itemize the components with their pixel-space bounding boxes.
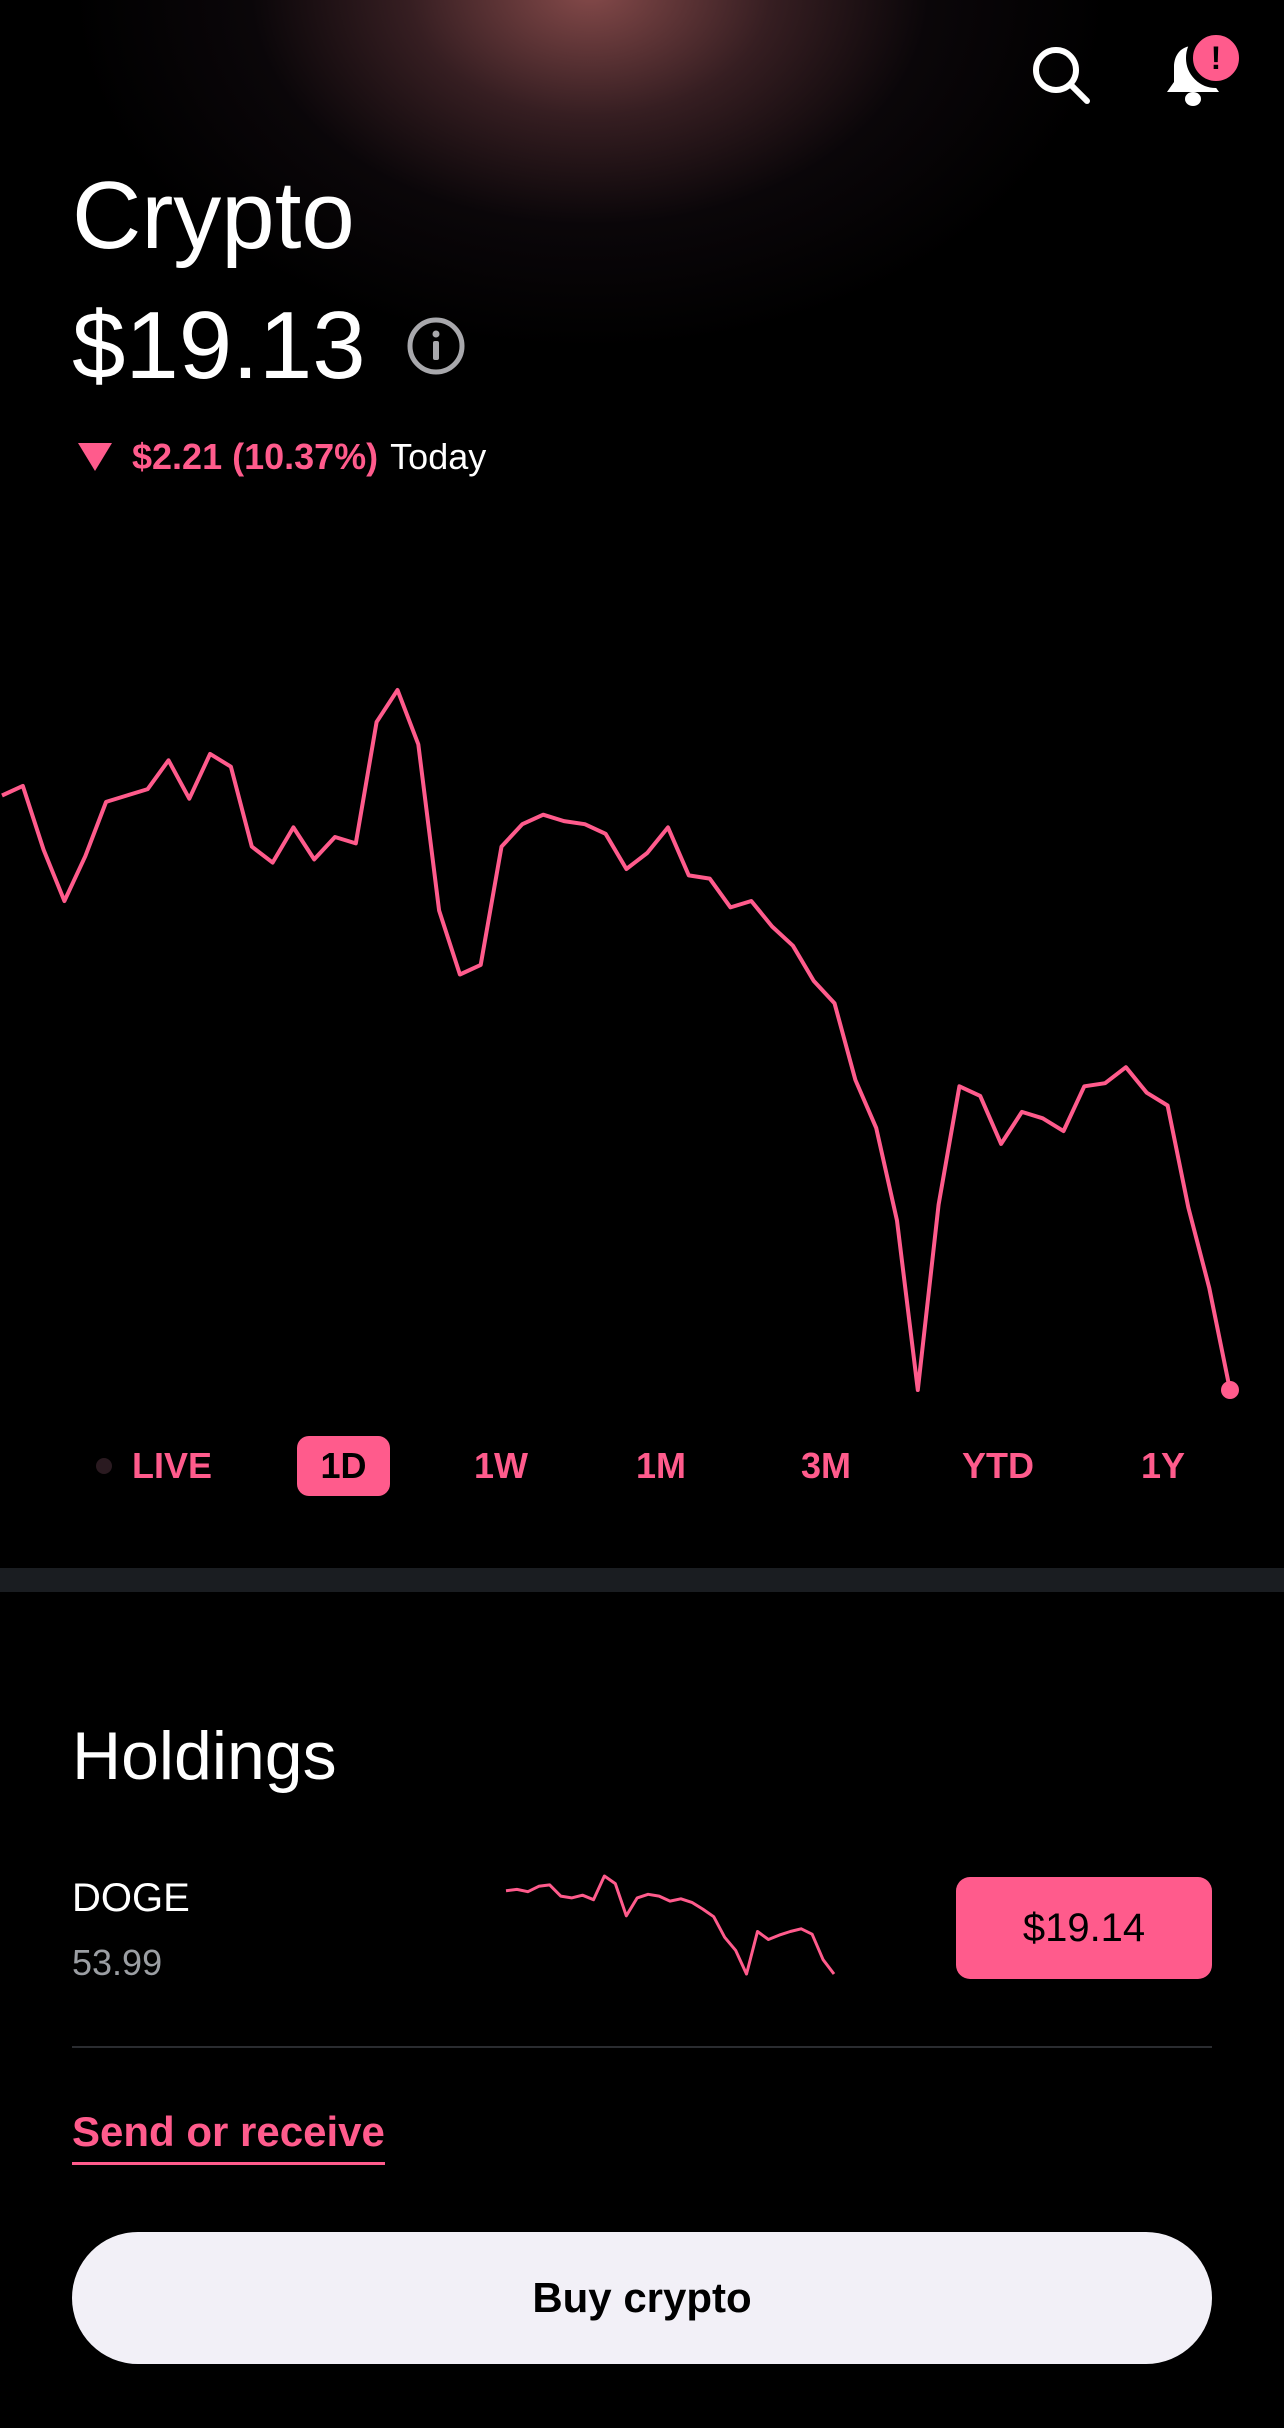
chart-series-line [1, 688, 1232, 1392]
top-actions: ! [1026, 28, 1246, 110]
range-live[interactable]: LIVE [131, 1445, 212, 1486]
live-indicator-dot [96, 1458, 112, 1474]
info-icon[interactable] [406, 316, 466, 376]
holding-quantity: 53.99 [72, 1942, 163, 1983]
range-1y[interactable]: 1Y [1140, 1445, 1186, 1486]
triangle-down-icon [78, 443, 112, 471]
portfolio-balance: $19.13 [72, 292, 366, 399]
time-range-selector: LIVE 1D 1W 1M 3M YTD 1Y [0, 1436, 1284, 1496]
balance-row: $19.13 [72, 298, 466, 394]
price-chart[interactable] [0, 660, 1284, 1410]
holdings-divider [72, 2046, 1212, 2048]
notification-alert-badge: ! [1186, 28, 1246, 88]
range-ytd[interactable]: YTD [962, 1445, 1034, 1486]
range-1w[interactable]: 1W [474, 1445, 528, 1486]
page-title: Crypto [72, 162, 355, 269]
chart-current-point [1221, 1381, 1239, 1399]
daily-change: $2.21 (10.37%) Today [76, 436, 486, 478]
send-or-receive-link[interactable]: Send or receive [72, 2108, 385, 2165]
range-1m[interactable]: 1M [635, 1445, 686, 1486]
sparkline-series-line [505, 1874, 836, 1976]
notifications-button[interactable]: ! [1158, 28, 1246, 110]
holding-price-button[interactable]: $19.14 [956, 1877, 1212, 1979]
holding-row-doge[interactable]: DOGE 53.99 $19.14 [72, 1870, 1212, 2020]
search-button[interactable] [1026, 40, 1096, 110]
range-3m[interactable]: 3M [800, 1445, 851, 1486]
search-icon [1033, 47, 1090, 104]
change-period: Today [390, 436, 487, 477]
holdings-title: Holdings [72, 1718, 337, 1794]
section-divider [0, 1568, 1284, 1592]
range-1d[interactable]: 1D [297, 1436, 390, 1496]
holding-sparkline [505, 1874, 836, 1976]
change-amount: $2.21 (10.37%) [132, 436, 379, 477]
buy-crypto-button[interactable]: Buy crypto [72, 2232, 1212, 2364]
holding-symbol: DOGE [72, 1876, 190, 1920]
